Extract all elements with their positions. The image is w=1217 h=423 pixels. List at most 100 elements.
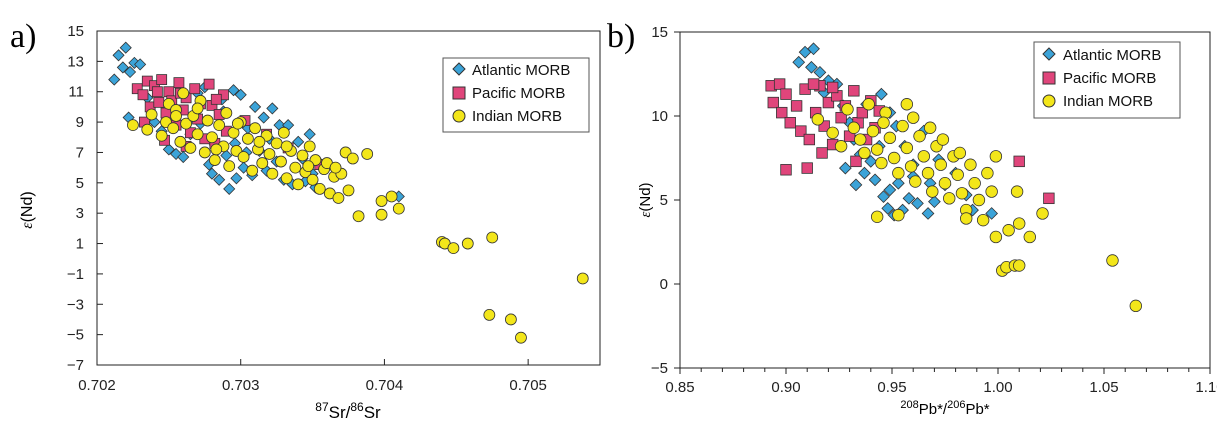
panel-a-indian-point — [249, 122, 261, 135]
panel-b-atlantic-point — [902, 191, 916, 205]
panel-a-y-tick-label: 11 — [68, 84, 84, 101]
panel-a-indian-point — [198, 146, 211, 159]
panel-b-indian-point — [985, 185, 998, 198]
panel-b-indian-point — [981, 166, 994, 180]
panel-b-atlantic-point — [805, 60, 818, 74]
panel-a-atlantic-point — [227, 84, 240, 97]
panel-a-indian-point — [302, 160, 315, 173]
panel-a-atlantic-point — [119, 41, 132, 54]
panel-b: b) 0.85 0.90 0.95 1.00 1.05 1.10 −5 0 5 10 15 ε(Nd… — [607, 18, 1217, 418]
panel-b-pacific-point — [803, 133, 816, 146]
panel-b-legend-indian-marker — [1042, 94, 1056, 108]
panel-a-indian-point — [191, 128, 204, 141]
panel-a-letter: a) — [10, 18, 36, 55]
panel-b-indian-point — [854, 133, 867, 146]
panel-b-indian-point — [1013, 259, 1026, 272]
panel-b-atlantic-point — [858, 166, 871, 180]
panel-b-indian-point — [866, 124, 880, 138]
panel-a-x-label-sup1: 87 — [315, 400, 329, 414]
panel-a-x-label-t2: Sr — [364, 403, 381, 422]
panel-b-x-label-t1: Pb*/ — [919, 401, 948, 418]
panel-b-atlantic-point — [864, 154, 878, 168]
panel-b-x-tick-label: 1.00 — [983, 379, 1012, 396]
panel-a-x-axis-label: 87Sr/86Sr — [315, 400, 381, 422]
panel-b-pacific-point — [807, 78, 820, 90]
panel-b-letter: b) — [607, 18, 635, 55]
panel-a-y-tick-label: 9 — [76, 114, 84, 131]
panel-a-indian-point — [296, 149, 309, 162]
panel-a-atlantic-point — [112, 49, 125, 62]
panel-a-indian-point — [303, 140, 316, 153]
panel-b-indian-point — [953, 146, 967, 160]
panel-a-indian-point — [270, 137, 283, 150]
panel-a-y-label-prefix: ε — [19, 222, 36, 229]
panel-b-atlantic-point — [891, 176, 905, 190]
panel-b-pacific-point — [801, 162, 813, 174]
panel-b-atlantic-point — [868, 173, 882, 187]
panel-b-atlantic-point — [928, 195, 941, 209]
panel-b-indian-point — [960, 212, 973, 225]
panel-a-indian-point — [145, 108, 158, 121]
panel-b-legend-indian: Indian MORB — [1063, 93, 1153, 110]
panel-a-legend: Atlantic MORB Pacific MORB Indian MORB — [442, 57, 590, 133]
panel-a-indian-point — [263, 148, 276, 160]
panel-b-indian-point — [834, 140, 848, 153]
panel-b-indian-point — [907, 111, 920, 124]
panel-b-indian-point — [909, 175, 922, 188]
panel-a-indian-point — [461, 237, 474, 250]
panel-a-indian-point — [447, 242, 460, 255]
panel-a-atlantic-point — [257, 111, 270, 124]
panel-b-atlantic-point — [881, 202, 895, 215]
panel-a-atlantic-point — [249, 100, 262, 113]
panel-a-plot-frame — [96, 30, 601, 366]
panel-b-points — [765, 42, 1143, 313]
panel-b-x-axis-label: 208Pb*/206Pb* — [900, 399, 989, 418]
panel-b-x-tick-label: 0.95 — [877, 379, 906, 396]
panel-a-indian-point — [253, 135, 266, 148]
panel-a-indian-point — [206, 131, 218, 144]
panel-a-y-tick-label: 15 — [67, 23, 84, 40]
panel-b-pacific-point — [826, 81, 839, 94]
panel-b-indian-point — [904, 160, 918, 173]
panel-b-indian-point — [921, 166, 935, 180]
panel-b-x-tick-label: 0.90 — [771, 379, 800, 396]
panel-b-legend-atlantic-marker — [1042, 47, 1056, 61]
panel-b-y-label-prefix: ε — [638, 212, 654, 218]
panel-a-y-tick-label: 3 — [76, 205, 84, 222]
panel-a-x-label-sup2: 86 — [350, 400, 364, 414]
panel-a-x-label-t1: Sr/ — [329, 403, 351, 422]
panel-a-atlantic-point — [162, 143, 175, 156]
panel-b-indian-point — [862, 98, 875, 111]
panel-a-indian-point — [191, 102, 204, 115]
panel-a-indian-point — [352, 210, 365, 223]
panel-b-y-tick-label: −5 — [651, 360, 668, 377]
panel-b-pacific-point — [1043, 192, 1055, 205]
panel-a-indian-point — [184, 141, 197, 154]
panel-b-indian-point — [1106, 254, 1119, 267]
panel-a-atlantic-point — [303, 128, 316, 141]
panel-a-pacific-point — [137, 89, 149, 101]
panel-b-indian-point — [858, 146, 871, 160]
panel-b-indian-point — [934, 158, 947, 171]
panel-b-pacific-point — [780, 164, 792, 176]
panel-b-atlantic-point — [877, 190, 890, 204]
panel-a-atlantic-point — [177, 150, 190, 164]
panel-b-pacific-point — [776, 106, 788, 119]
panel-b-pacific-point — [822, 96, 835, 109]
panel-b-y-tick-label: 5 — [660, 192, 668, 209]
panel-a-atlantic-point — [123, 65, 137, 79]
panel-a-indian-point — [277, 126, 290, 139]
panel-b-legend: Atlantic MORB Pacific MORB Indian MORB — [1033, 41, 1181, 119]
panel-b-atlantic-point — [883, 183, 897, 197]
panel-b-indian-point — [841, 103, 854, 116]
panel-a-pacific-point — [210, 93, 222, 105]
panel-a-indian-point — [375, 195, 388, 207]
panel-a-indian-point — [392, 202, 405, 215]
panel-b-atlantic-point — [921, 207, 935, 220]
panel-a-x-tick-label: 0.703 — [222, 377, 260, 394]
panel-b-pacific-point — [816, 147, 828, 159]
panel-a-y-tick-label: 13 — [67, 53, 84, 70]
panel-a-indian-point — [127, 119, 139, 132]
panel-b-legend-pacific: Pacific MORB — [1063, 70, 1156, 87]
panel-b-atlantic-point — [849, 178, 863, 192]
